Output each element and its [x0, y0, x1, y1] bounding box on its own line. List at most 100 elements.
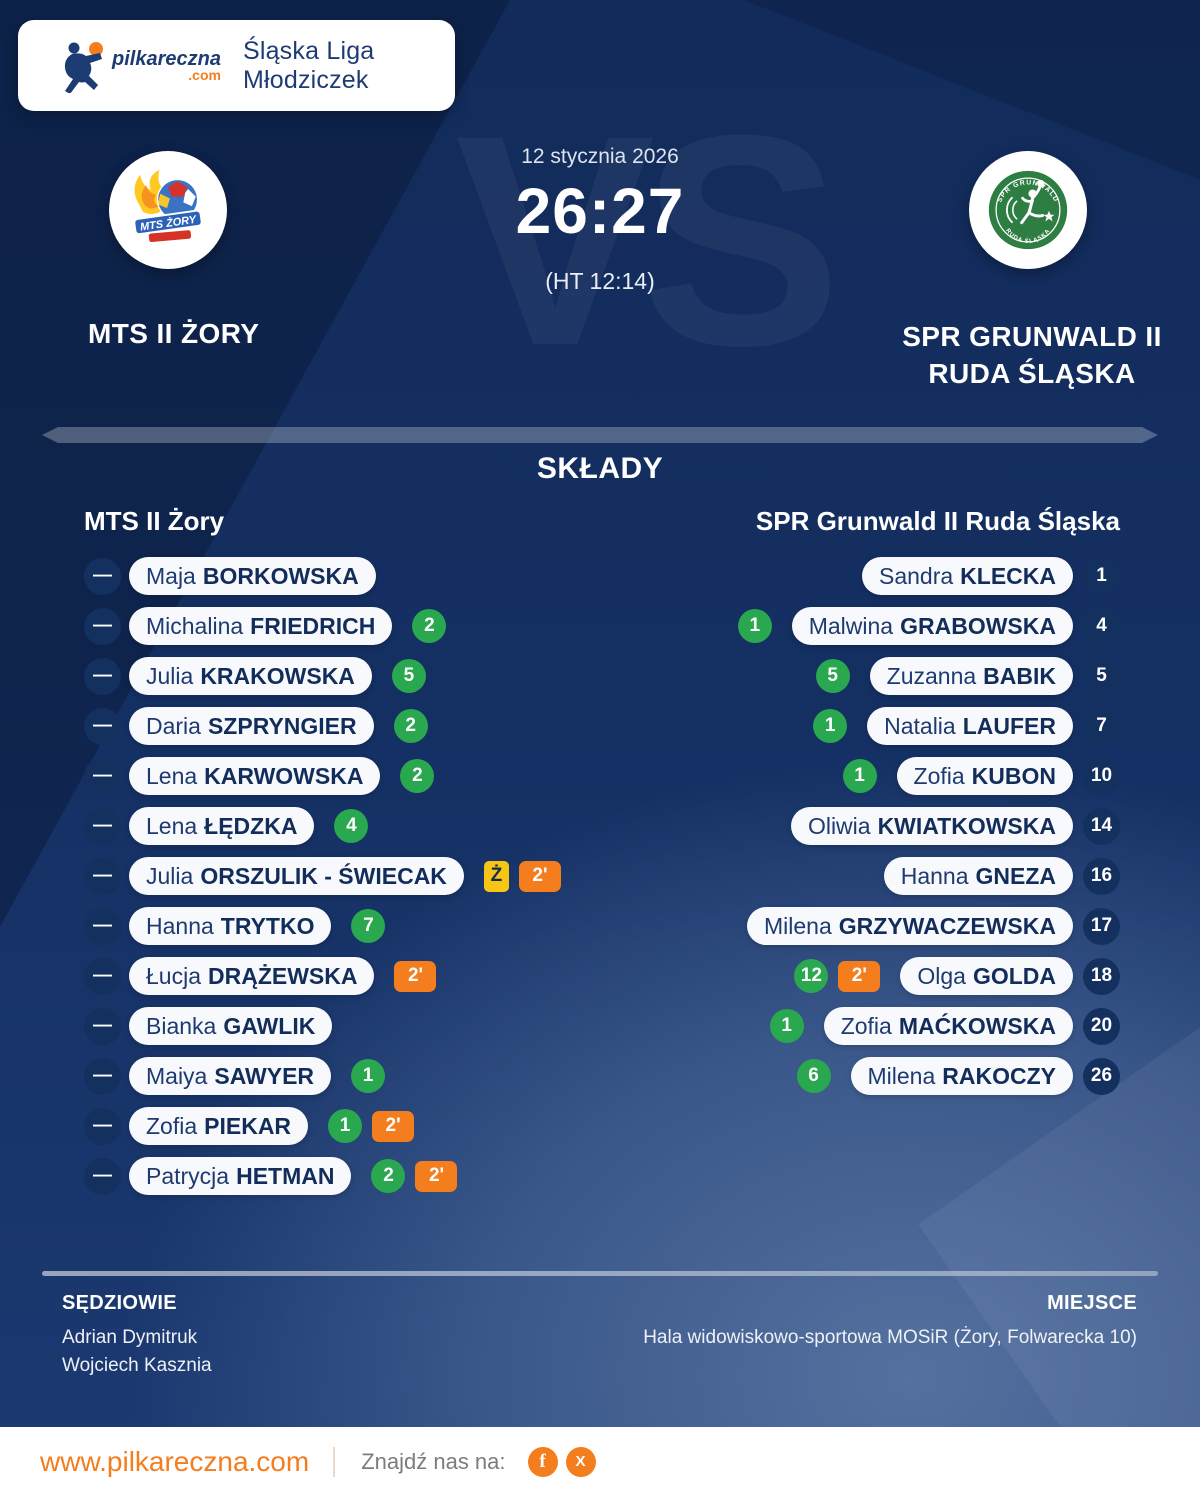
player-last-name: TRYTKO [220, 912, 315, 939]
jersey-number: — [84, 1007, 121, 1045]
brand-name: pilkareczna [112, 48, 221, 70]
halftime-score: (HT 12:14) [545, 268, 655, 294]
away-team-name-line2: RUDA ŚLĄSKA [928, 358, 1136, 389]
footer-vertical-divider [333, 1446, 336, 1477]
player-first-name: Łucja [146, 962, 201, 989]
footer-bar: www.pilkareczna.com Znajdź nas na: f X [0, 1427, 1200, 1496]
jersey-number: 4 [1083, 607, 1120, 645]
jersey-number: 14 [1083, 807, 1120, 845]
footer-divider [42, 1271, 1158, 1276]
player-name-pill: Zofia MAĆKOWSKA [823, 1007, 1073, 1045]
player-last-name: BABIK [983, 662, 1056, 689]
section-divider-ribbon [42, 427, 1158, 443]
player-name-pill: Zofia PIEKAR [129, 1107, 309, 1145]
final-score: 26:27 [515, 175, 685, 247]
player-name-pill: Julia KRAKOWSKA [129, 657, 372, 695]
goals-badge: 1 [842, 759, 877, 793]
mts-zory-crest-icon: MTS ŻORY [133, 169, 203, 243]
league-title: Śląska Liga Młodziczek [242, 36, 375, 94]
venue-title: MIEJSCE [1047, 1292, 1137, 1314]
player-last-name: GRABOWSKA [900, 612, 1056, 639]
goals-badge: 2 [412, 609, 447, 643]
player-name-pill: Hanna TRYTKO [129, 907, 332, 945]
goals-badge: 4 [334, 809, 369, 843]
player-name-pill: Olga GOLDA [900, 957, 1073, 995]
player-row: — Bianka GAWLIK [84, 1007, 561, 1045]
yellow-card-badge: Ż [483, 860, 509, 892]
jersey-number: 5 [1083, 657, 1120, 695]
player-row: — Łucja DRĄŻEWSKA 2' [84, 957, 561, 995]
player-last-name: ORSZULIK - ŚWIECAK [200, 862, 447, 889]
jersey-number: 16 [1083, 857, 1120, 895]
player-last-name: BORKOWSKA [202, 562, 359, 589]
goals-badge: 2 [393, 709, 428, 743]
officials-section: SĘDZIOWIE Adrian Dymitruk Wojciech Kaszn… [62, 1292, 1137, 1380]
referee-name: Wojciech Kasznia [62, 1355, 212, 1376]
referee-name: Adrian Dymitruk [62, 1327, 198, 1348]
home-team-logo: MTS ŻORY [109, 151, 227, 269]
jersey-number: — [84, 857, 121, 895]
player-name-pill: Lena ŁĘDZKA [129, 807, 315, 845]
referees-title: SĘDZIOWIE [62, 1292, 177, 1314]
jersey-number: — [84, 907, 121, 945]
goals-badge: 1 [328, 1109, 363, 1143]
player-last-name: DRĄŻEWSKA [207, 962, 358, 989]
goals-badge: 2 [400, 759, 435, 793]
x-twitter-icon[interactable]: X [565, 1446, 596, 1477]
away-player-list: Sandra KLECKA 1 1 Malwina GRABOWSKA 4 5 … [727, 557, 1120, 1107]
player-last-name: PIEKAR [204, 1112, 292, 1139]
website-link[interactable]: www.pilkareczna.com [40, 1445, 310, 1477]
facebook-icon[interactable]: f [527, 1446, 558, 1477]
header-card: pilkareczna .com Śląska Liga Młodziczek [18, 20, 455, 111]
player-name-pill: Zofia KUBON [896, 757, 1073, 795]
player-row: — Lena KARWOWSKA 2 [84, 757, 561, 795]
jersey-number: — [84, 557, 121, 595]
away-team-logo: SPR GRUNWALD RUDA ŚLĄSKA [969, 151, 1087, 269]
player-name-pill: Malwina GRABOWSKA [791, 607, 1073, 645]
player-row: — Hanna TRYTKO 7 [84, 907, 561, 945]
brand-tld: .com [188, 67, 221, 83]
match-date: 12 stycznia 2026 [521, 145, 679, 168]
away-team-name-line1: SPR GRUNWALD II [902, 321, 1162, 352]
player-name-pill: Sandra KLECKA [861, 557, 1073, 595]
goals-badge: 1 [737, 609, 772, 643]
player-first-name: Natalia [884, 712, 956, 739]
find-us-label: Znajdź nas na: [361, 1448, 506, 1474]
player-last-name: KUBON [971, 762, 1056, 789]
player-name-pill: Michalina FRIEDRICH [129, 607, 393, 645]
player-first-name: Hanna [900, 862, 969, 889]
goals-badge: 5 [391, 659, 426, 693]
player-name-pill: Julia ORSZULIK - ŚWIECAK [129, 857, 464, 895]
player-row: Hanna GNEZA 16 [727, 857, 1120, 895]
player-row: 12 2' Olga GOLDA 18 [727, 957, 1120, 995]
player-row: Sandra KLECKA 1 [727, 557, 1120, 595]
player-name-pill: Maja BORKOWSKA [129, 557, 376, 595]
player-name-pill: Milena RAKOCZY [850, 1057, 1073, 1095]
goals-badge: 1 [813, 709, 848, 743]
player-name-pill: Bianka GAWLIK [129, 1007, 333, 1045]
referees-block: SĘDZIOWIE Adrian Dymitruk Wojciech Kaszn… [62, 1292, 212, 1380]
jersey-number: 20 [1083, 1007, 1120, 1045]
player-last-name: GNEZA [975, 862, 1057, 889]
player-last-name: SAWYER [214, 1062, 315, 1089]
player-first-name: Oliwia [807, 812, 871, 839]
player-first-name: Julia [146, 662, 194, 689]
player-first-name: Bianka [146, 1012, 217, 1039]
player-first-name: Maja [146, 562, 196, 589]
player-last-name: KWIATKOWSKA [877, 812, 1056, 839]
player-row: — Maiya SAWYER 1 [84, 1057, 561, 1095]
player-last-name: LAUFER [962, 712, 1056, 739]
player-first-name: Maiya [146, 1062, 208, 1089]
player-last-name: GOLDA [972, 962, 1056, 989]
two-minute-badge: 2' [372, 1110, 415, 1142]
player-name-pill: Zuzanna BABIK [869, 657, 1073, 695]
player-first-name: Zofia [146, 1112, 198, 1139]
player-first-name: Julia [146, 862, 194, 889]
player-last-name: SZPRYNGIER [207, 712, 357, 739]
player-name-pill: Łucja DRĄŻEWSKA [129, 957, 375, 995]
brand-text: pilkareczna .com [112, 49, 221, 82]
player-name-pill: Maiya SAWYER [129, 1057, 332, 1095]
jersey-number: 26 [1083, 1057, 1120, 1095]
jersey-number: 10 [1083, 757, 1120, 795]
